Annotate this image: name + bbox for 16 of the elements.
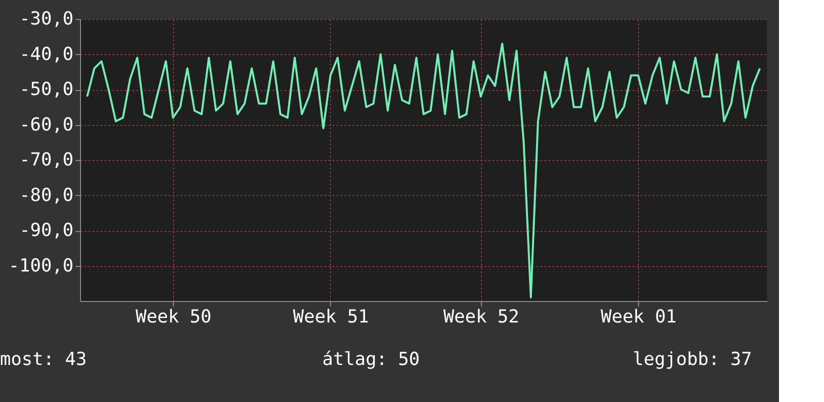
x-tick-label: Week 50 — [136, 306, 212, 328]
x-tick-label: Week 51 — [293, 306, 369, 328]
text: legjobb: 37 — [632, 349, 752, 370]
y-tick-label: -90,0 — [19, 220, 74, 241]
y-tick-label: -30,0 — [19, 8, 74, 30]
y-tick-label: -70,0 — [19, 150, 74, 170]
y-tick-label: -80,0 — [19, 184, 74, 206]
x-tick-label: Week 01 — [600, 306, 677, 328]
text: most: 43 — [0, 349, 87, 370]
line-series — [86, 42, 761, 298]
y-tick-label: -100,0 — [8, 255, 74, 276]
y-tick-label: -50,0 — [19, 79, 74, 100]
x-tick-label: Week 52 — [443, 306, 520, 328]
y-tick-label: -60,0 — [19, 114, 74, 136]
y-tick-label: -40,0 — [19, 44, 74, 65]
text: átlag: 50 — [322, 349, 420, 370]
